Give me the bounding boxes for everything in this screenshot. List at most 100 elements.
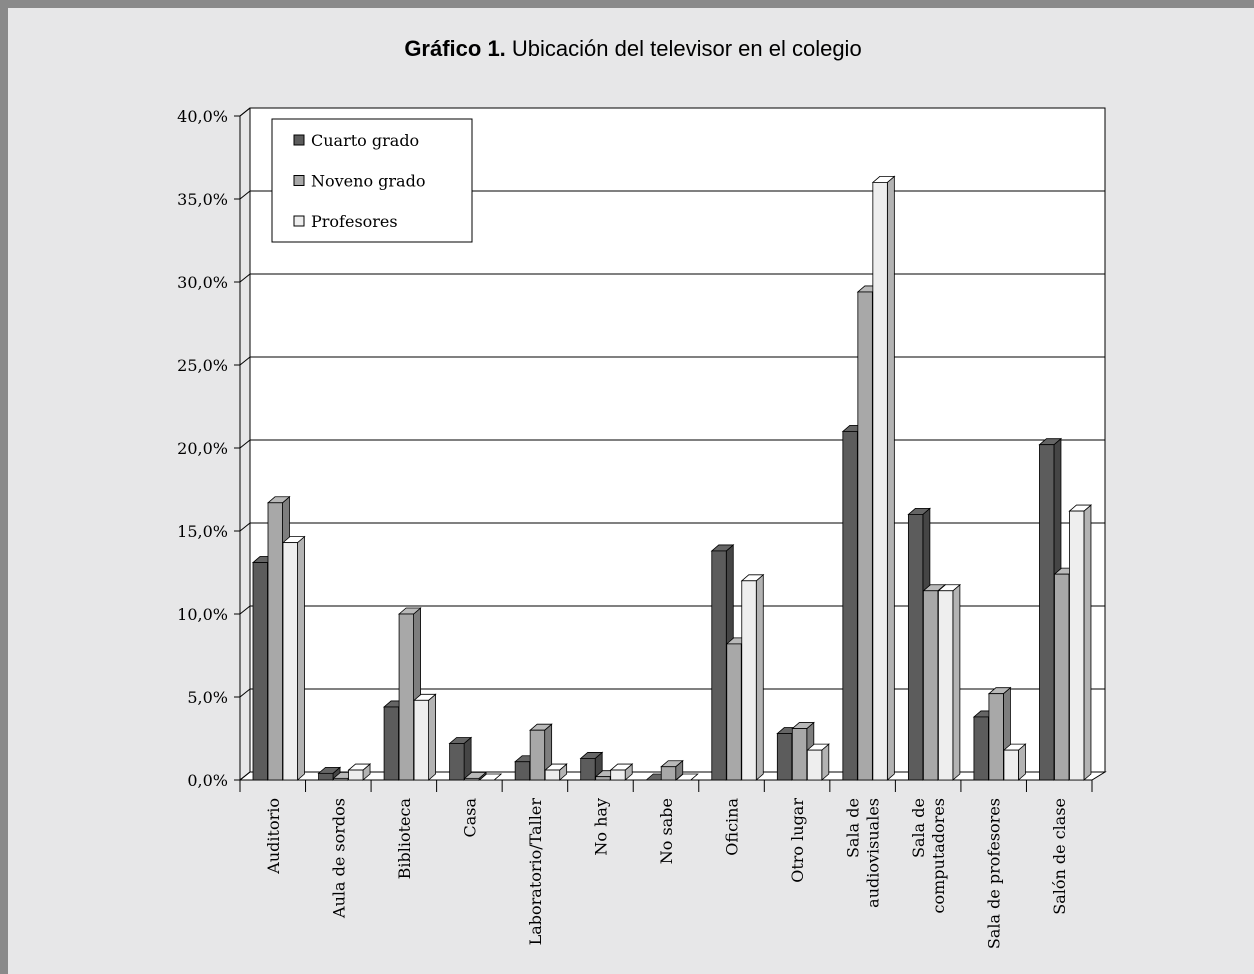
x-tick-line: Sala de profesores: [985, 798, 1004, 949]
y-tick-label: 0,0%: [187, 771, 228, 790]
x-tick-line: Biblioteca: [395, 798, 414, 880]
legend-label: Profesores: [311, 212, 398, 231]
x-tick-line: No sabe: [657, 798, 676, 864]
x-tick-label: No hay: [591, 798, 610, 856]
y-tick-label: 10,0%: [177, 605, 228, 624]
x-tick-line: Otro lugar: [788, 798, 807, 883]
bar-front: [580, 758, 596, 781]
bar-front: [741, 580, 757, 781]
bar-front: [726, 643, 742, 781]
bar-front: [333, 777, 349, 781]
bar-front: [660, 766, 677, 781]
bar: [675, 773, 699, 781]
bar-front: [267, 502, 283, 781]
y-tick-label: 35,0%: [177, 190, 228, 209]
grid-depth: [239, 107, 251, 117]
bar-front: [1069, 510, 1085, 781]
bar-front: [857, 291, 873, 781]
bar: [1002, 743, 1027, 781]
x-tick-line: Aula de sordos: [329, 798, 348, 919]
bar-front: [514, 761, 531, 781]
bar-side: [886, 175, 895, 781]
grid-depth: [239, 273, 251, 283]
bar-side: [428, 693, 436, 781]
bar-front: [711, 550, 727, 781]
y-tick-label: 20,0%: [177, 439, 228, 458]
bar-front: [907, 514, 924, 781]
legend-swatch: [293, 175, 305, 186]
bar-side: [952, 583, 961, 781]
grid-depth: [239, 356, 251, 366]
bar: [806, 743, 830, 781]
bar-front: [413, 699, 429, 781]
bar-front: [282, 542, 298, 781]
grid-depth: [239, 439, 251, 449]
legend-label: Noveno grado: [311, 172, 425, 191]
bar: [609, 763, 634, 781]
grid-depth: [239, 190, 251, 200]
bar-front: [595, 776, 611, 781]
y-tick-label: 30,0%: [177, 273, 228, 292]
x-tick-line: computadores: [929, 798, 948, 913]
x-tick-label: Laboratorio/Taller: [526, 798, 545, 946]
legend-label: Cuarto grado: [311, 131, 419, 150]
x-tick-line: Sala de: [844, 798, 863, 858]
bar-front: [544, 769, 561, 781]
x-tick-line: audiovisuales: [864, 798, 883, 908]
x-tick-line: Sala de: [909, 798, 928, 858]
x-tick-label: Sala decomputadores: [909, 798, 948, 913]
bar-front: [922, 590, 939, 781]
grid-depth: [239, 605, 251, 615]
bar: [871, 175, 896, 781]
bar-front: [937, 590, 954, 781]
bar-front: [872, 181, 888, 781]
x-tick-line: Casa: [460, 798, 479, 838]
bar: [347, 763, 372, 781]
bar-front: [252, 562, 268, 781]
grid-depth: [239, 522, 251, 532]
bar: [317, 766, 342, 781]
legend-swatch: [293, 215, 305, 227]
x-tick-label: No sabe: [657, 798, 676, 864]
bar: [544, 763, 568, 781]
x-tick-line: Auditorio: [264, 798, 283, 875]
border-left: [0, 0, 8, 974]
bar-front: [806, 749, 823, 781]
y-tick-label: 15,0%: [177, 522, 228, 541]
bar-front: [318, 772, 334, 781]
x-tick-line: Salón de clase: [1050, 798, 1069, 915]
bar: [740, 573, 765, 781]
bar-front: [1039, 444, 1055, 781]
bar-front: [973, 716, 989, 781]
x-tick-label: Sala deaudiovisuales: [844, 798, 883, 908]
bar-front: [1054, 573, 1070, 781]
bar-front: [529, 729, 546, 781]
x-tick-line: No hay: [591, 798, 610, 856]
x-tick-label: Oficina: [723, 798, 742, 856]
bar-front: [449, 743, 465, 781]
x-tick-label: Salón de clase: [1050, 798, 1069, 915]
bar-front: [348, 769, 364, 781]
bar-front: [610, 769, 626, 781]
y-tick-label: 40,0%: [177, 107, 228, 126]
bar: [478, 773, 503, 781]
bar: [412, 693, 437, 781]
x-tick-label: Casa: [460, 798, 479, 838]
bar-top: [478, 773, 503, 781]
bar-front: [1003, 749, 1019, 781]
bar: [448, 736, 473, 781]
x-tick-line: Oficina: [723, 798, 742, 856]
bar-front: [398, 613, 414, 781]
border-top: [0, 0, 1254, 8]
bar-side: [1083, 504, 1092, 781]
bar-front: [791, 728, 808, 781]
bar-front: [988, 693, 1004, 781]
chart-title: Gráfico 1. Ubicación del televisor en el…: [404, 36, 861, 61]
x-tick-label: Sala de profesores: [985, 798, 1004, 949]
title-text: Ubicación del televisor en el colegio: [512, 36, 862, 61]
x-tick-label: Auditorio: [264, 798, 283, 875]
bar: [1068, 504, 1093, 781]
x-tick-label: Aula de sordos: [329, 798, 348, 919]
legend-swatch: [293, 134, 305, 146]
grid-depth: [239, 771, 251, 781]
